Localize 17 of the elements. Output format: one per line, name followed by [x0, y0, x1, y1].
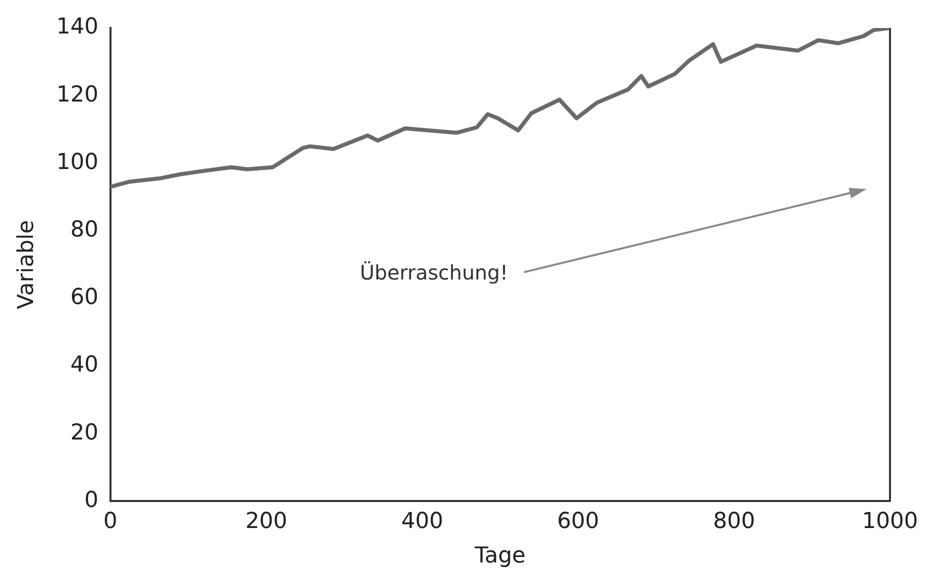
annotation: Überraschung!	[360, 260, 508, 284]
y-tick-label: 20	[70, 420, 98, 446]
x-tick-label: 400	[401, 509, 444, 534]
y-tick-label: 100	[56, 150, 98, 175]
x-tick-label: 0	[103, 509, 118, 534]
y-tick-label: 60	[70, 285, 98, 310]
x-axis-title: Tage	[474, 544, 526, 569]
x-tick-label: 600	[557, 509, 600, 534]
x-tick-label: 200	[245, 509, 288, 534]
y-tick-label: 40	[70, 352, 98, 378]
y-tick-label: 0	[84, 488, 98, 513]
x-tick-label: 1000	[862, 509, 918, 534]
x-tick-label: 800	[713, 509, 756, 534]
y-axis-title: Variable	[14, 220, 39, 310]
y-tick-label: 120	[56, 82, 98, 108]
y-tick-label: 80	[70, 218, 98, 243]
y-tick-label: 140	[56, 14, 98, 40]
